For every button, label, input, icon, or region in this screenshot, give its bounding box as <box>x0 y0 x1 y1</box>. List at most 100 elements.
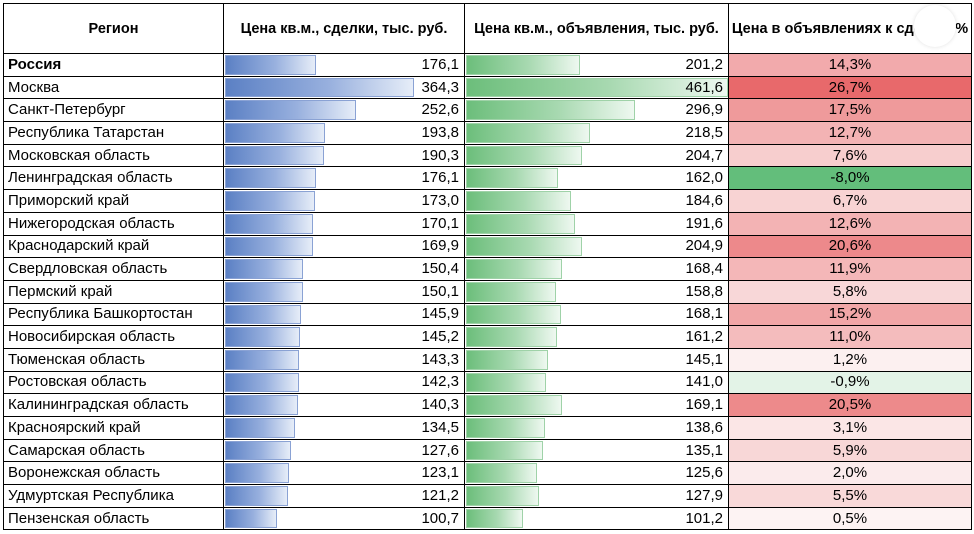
ad-price-cell: 138,6 <box>464 416 729 440</box>
table-row: Москва 364,3 461,6 26,7% <box>3 75 972 100</box>
ad-price-value: 168,4 <box>685 260 723 278</box>
ad-price-value: 162,0 <box>685 169 723 187</box>
deal-price-value: 145,9 <box>421 305 459 323</box>
ad-price-cell: 161,2 <box>464 325 729 349</box>
deal-price-value: 121,2 <box>421 486 459 504</box>
deal-price-value: 193,8 <box>421 123 459 141</box>
ad-price-value: 141,0 <box>685 373 723 391</box>
ad-price-cell: 201,2 <box>464 53 729 77</box>
ad-price-bar <box>466 259 562 279</box>
table-row: Свердловская область 150,4 168,4 11,9% <box>3 257 972 281</box>
ad-to-deal-pct-cell: -8,0% <box>728 166 972 191</box>
ad-price-cell: 169,1 <box>464 393 729 417</box>
ad-to-deal-pct-cell: 5,9% <box>728 438 972 463</box>
table-row: Республика Татарстан 193,8 218,5 12,7% <box>3 121 972 145</box>
deal-price-cell: 364,3 <box>223 75 465 100</box>
deal-price-cell: 123,1 <box>223 461 465 486</box>
region-cell: Тюменская область <box>3 347 224 372</box>
ad-price-bar <box>466 304 561 325</box>
ad-price-bar <box>466 236 582 257</box>
region-cell: Республика Башкортостан <box>3 302 224 327</box>
table-row: Ростовская область 142,3 141,0 -0,9% <box>3 370 972 395</box>
table-row: Тюменская область 143,3 145,1 1,2% <box>3 347 972 372</box>
ad-to-deal-pct-cell: 20,5% <box>728 393 972 417</box>
deal-price-cell: 145,9 <box>223 302 465 327</box>
ad-price-cell: 145,1 <box>464 347 729 372</box>
ad-price-bar <box>466 440 543 461</box>
deal-price-cell: 100,7 <box>223 506 465 531</box>
deal-price-value: 176,1 <box>421 55 459 73</box>
deal-price-bar <box>225 259 303 279</box>
deal-price-cell: 134,5 <box>223 416 465 440</box>
region-cell: Новосибирская область <box>3 325 224 349</box>
ad-price-bar <box>466 77 728 98</box>
deal-price-cell: 150,1 <box>223 279 465 304</box>
ad-to-deal-pct-cell: 11,0% <box>728 325 972 349</box>
ad-to-deal-pct-cell: 0,5% <box>728 506 972 531</box>
ad-to-deal-pct-cell: 12,7% <box>728 121 972 145</box>
deal-price-value: 173,0 <box>421 191 459 209</box>
ad-to-deal-pct-cell: -0,9% <box>728 370 972 395</box>
deal-price-value: 127,6 <box>421 441 459 459</box>
ad-price-cell: 168,4 <box>464 257 729 281</box>
deal-price-value: 170,1 <box>421 214 459 232</box>
ad-price-value: 201,2 <box>685 55 723 73</box>
ad-price-bar <box>466 281 556 302</box>
header-ad-price: Цена кв.м., объявления, тыс. руб. <box>464 3 729 54</box>
table-row: Новосибирская область 145,2 161,2 11,0% <box>3 325 972 349</box>
deal-price-value: 190,3 <box>421 146 459 164</box>
ad-to-deal-pct-cell: 14,3% <box>728 53 972 77</box>
ad-price-cell: 127,9 <box>464 484 729 508</box>
deal-price-bar <box>225 77 414 98</box>
ad-price-value: 204,9 <box>685 237 723 255</box>
ad-price-bar <box>466 55 580 75</box>
ad-price-cell: 461,6 <box>464 75 729 100</box>
ad-price-value: 158,8 <box>685 282 723 300</box>
table-row: Калининградская область 140,3 169,1 20,5% <box>3 393 972 417</box>
ad-price-value: 296,9 <box>685 101 723 119</box>
region-cell: Свердловская область <box>3 257 224 281</box>
deal-price-bar <box>225 372 299 393</box>
deal-price-cell: 140,3 <box>223 393 465 417</box>
deal-price-value: 169,9 <box>421 237 459 255</box>
ad-price-cell: 101,2 <box>464 506 729 531</box>
ad-price-bar <box>466 395 562 415</box>
ad-to-deal-pct-cell: 12,6% <box>728 211 972 236</box>
ad-price-value: 138,6 <box>685 418 723 436</box>
region-cell: Калининградская область <box>3 393 224 417</box>
deal-price-cell: 143,3 <box>223 347 465 372</box>
ad-price-bar <box>466 123 590 143</box>
table-row: Республика Башкортостан 145,9 168,1 15,2% <box>3 302 972 327</box>
deal-price-bar <box>225 145 324 166</box>
deal-price-value: 176,1 <box>421 169 459 187</box>
ad-price-bar <box>466 327 557 347</box>
table-row: Воронежская область 123,1 125,6 2,0% <box>3 461 972 486</box>
deal-price-bar <box>225 236 313 257</box>
table-row: Россия 176,1 201,2 14,3% <box>3 53 972 77</box>
ad-to-deal-pct-cell: 20,6% <box>728 234 972 259</box>
deal-price-cell: 193,8 <box>223 121 465 145</box>
ad-price-bar <box>466 349 548 370</box>
deal-price-cell: 121,2 <box>223 484 465 508</box>
region-cell: Нижегородская область <box>3 211 224 236</box>
ad-price-value: 169,1 <box>685 396 723 414</box>
deal-price-value: 140,3 <box>421 396 459 414</box>
table-body: Россия 176,1 201,2 14,3% Москва 364,3 461,6 26,… <box>3 53 972 531</box>
ad-price-value: 461,6 <box>685 78 723 96</box>
ad-price-cell: 135,1 <box>464 438 729 463</box>
deal-price-cell: 173,0 <box>223 189 465 213</box>
table-row: Удмуртская Республика 121,2 127,9 5,5% <box>3 484 972 508</box>
deal-price-cell: 176,1 <box>223 166 465 191</box>
ad-to-deal-pct-cell: 5,5% <box>728 484 972 508</box>
ad-to-deal-pct-cell: 17,5% <box>728 98 972 123</box>
ad-price-value: 127,9 <box>685 486 723 504</box>
ad-price-cell: 191,6 <box>464 211 729 236</box>
ad-price-value: 125,6 <box>685 464 723 482</box>
ad-price-cell: 158,8 <box>464 279 729 304</box>
ad-price-bar <box>466 191 571 211</box>
deal-price-value: 252,6 <box>421 101 459 119</box>
deal-price-bar <box>225 486 288 506</box>
region-cell: Краснодарский край <box>3 234 224 259</box>
header-row: Регион Цена кв.м., сделки, тыс. руб. Цен… <box>3 3 972 54</box>
deal-price-cell: 176,1 <box>223 53 465 77</box>
